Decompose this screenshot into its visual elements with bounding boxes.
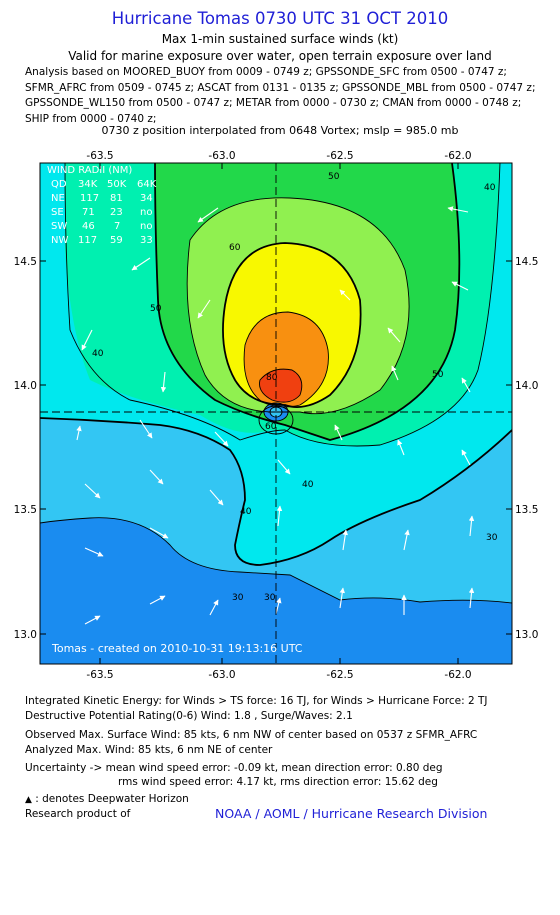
contour-label: 30 [486, 533, 498, 543]
contour-label: 60 [265, 422, 277, 432]
lat-tick-label: 13.0 [14, 629, 37, 641]
contour-label: 40 [92, 349, 104, 359]
analysis-line: SHIP from 0000 - 0740 z; [25, 112, 157, 125]
wind-radii-cell: 7 [114, 221, 120, 232]
band-85 [259, 369, 302, 403]
lon-tick-label: -62.5 [326, 150, 353, 162]
lat-tick-label: 13.5 [515, 504, 538, 516]
contour-fill: 30 30 40 40 40 50 50 50 60 60 80 40 30 W… [40, 163, 512, 664]
contour-lines [40, 163, 512, 604]
axis-ticks [40, 163, 512, 664]
lon-labels-top: -63.5 -63.0 -62.5 -62.0 [86, 150, 471, 162]
lat-tick-label: 13.5 [14, 504, 37, 516]
wind-vectors [76, 206, 475, 625]
wind-radii-cell: 117 [80, 193, 99, 204]
creation-stamp: Tomas - created on 2010-10-31 19:13:16 U… [51, 642, 303, 655]
wind-radii-cell: SW [51, 221, 67, 232]
lat-tick-label: 14.5 [14, 256, 37, 268]
wind-radii-header: 50K [107, 179, 127, 190]
analysis-line: GPSSONDE_WL150 from 0500 - 0747 z; METAR… [25, 97, 522, 109]
wind-radii-cell: 33 [140, 235, 153, 246]
lat-tick-label: 14.5 [515, 256, 538, 268]
map-frame [39, 162, 513, 665]
contour-label: 50 [150, 304, 162, 314]
wind-radii-cell: NW [51, 235, 68, 246]
observed-max-line: Observed Max. Surface Wind: 85 kts, 6 nm… [25, 729, 478, 741]
contour-label: 80 [266, 373, 278, 383]
analysis-line: Analysis based on MOORED_BUOY from 0009 … [25, 66, 507, 78]
contour-label: 30 [264, 593, 276, 603]
wind-radii-header: 64K [137, 179, 157, 190]
center-crosshair [40, 163, 512, 664]
uncertainty-rms-line: rms wind speed error: 4.17 kt, rms direc… [118, 776, 438, 788]
contour-label: 50 [328, 172, 340, 182]
uncertainty-line: Uncertainty -> mean wind speed error: -0… [25, 762, 443, 774]
contour-labels: 30 30 40 40 40 50 50 50 60 60 80 40 30 [92, 172, 498, 603]
lon-tick-label: -63.5 [86, 150, 113, 162]
lon-labels-bottom: -63.5 -63.0 -62.5 -62.0 [86, 669, 471, 681]
wind-radii-header: QD [51, 179, 67, 190]
wind-radii-header: 34K [78, 179, 98, 190]
lon-tick-label: -63.5 [86, 669, 113, 681]
analysis-line: SFMR_AFRC from 0509 - 0745 z; ASCAT from… [25, 81, 536, 94]
legend-note-text: : denotes Deepwater Horizon [35, 793, 189, 805]
wind-radii-cell: NE [51, 193, 65, 204]
wind-radii-table: WIND RADII (NM) QD 34K 50K 64K NE 117 81… [47, 165, 157, 246]
lon-tick-label: -63.0 [208, 669, 235, 681]
contour-label: 30 [232, 593, 244, 603]
lat-labels-left: 14.5 14.0 13.5 13.0 [14, 256, 37, 641]
wind-radii-cell: no [140, 221, 152, 232]
legend-note: ▲ : denotes Deepwater Horizon [25, 793, 189, 805]
validity-note: Valid for marine exposure over water, op… [68, 49, 492, 63]
contour-label: 40 [484, 183, 496, 193]
wind-radii-cell: 23 [110, 207, 123, 218]
wind-radii-cell: 34 [140, 193, 153, 204]
dpr-line: Destructive Potential Rating(0-6) Wind: … [25, 710, 353, 722]
analysis-sources: Analysis based on MOORED_BUOY from 0009 … [25, 65, 536, 127]
lon-tick-label: -63.0 [208, 150, 235, 162]
lon-tick-label: -62.0 [444, 669, 471, 681]
ike-line: Integrated Kinetic Energy: for Winds > T… [25, 695, 488, 707]
position-note: 0730 z position interpolated from 0648 V… [101, 124, 459, 137]
lat-tick-label: 13.0 [515, 629, 538, 641]
contour-label: 60 [229, 243, 241, 253]
deepwater-horizon-icon: ▲ [25, 795, 32, 805]
wind-field-map: 30 30 40 40 40 50 50 50 60 60 80 40 30 W… [14, 150, 539, 681]
analyzed-max-line: Analyzed Max. Wind: 85 kts, 6 nm NE of c… [25, 744, 273, 756]
wind-radii-title: WIND RADII (NM) [47, 165, 132, 176]
contour-label: 40 [302, 480, 314, 490]
lat-tick-label: 14.0 [515, 380, 538, 392]
research-product-label: Research product of [25, 808, 131, 820]
lat-labels-right: 14.5 14.0 13.5 13.0 [515, 256, 538, 641]
wind-radii-cell: 46 [82, 221, 95, 232]
lon-tick-label: -62.5 [326, 669, 353, 681]
wind-radii-cell: 117 [78, 235, 97, 246]
wind-radii-cell: 59 [110, 235, 123, 246]
lon-tick-label: -62.0 [444, 150, 471, 162]
wind-radii-cell: 81 [110, 193, 123, 204]
wind-radii-cell: no [140, 207, 152, 218]
contour-label: 50 [432, 370, 444, 380]
subtitle: Max 1-min sustained surface winds (kt) [161, 32, 399, 46]
wind-radii-cell: SE [51, 207, 64, 218]
lat-tick-label: 14.0 [14, 380, 37, 392]
contour-label: 40 [240, 507, 252, 517]
wind-radii-cell: 71 [82, 207, 95, 218]
noaa-credit: NOAA / AOML / Hurricane Research Divisio… [215, 806, 488, 821]
page-title: Hurricane Tomas 0730 UTC 31 OCT 2010 [111, 9, 449, 28]
